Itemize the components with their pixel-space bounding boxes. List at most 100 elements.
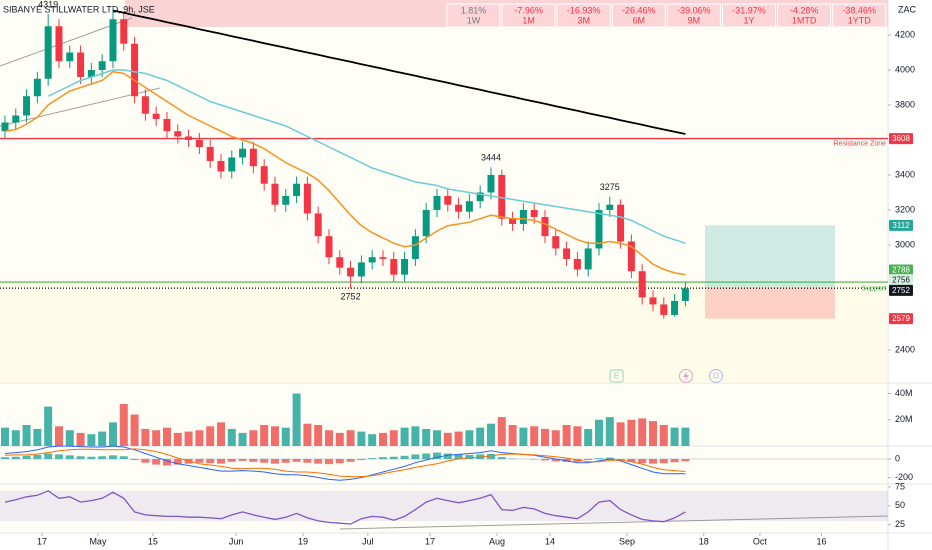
- volume-bar: [616, 422, 625, 446]
- volume-bar: [648, 421, 657, 446]
- performance-change: -26.46%: [622, 5, 656, 15]
- performance-change: -38.46%: [842, 5, 876, 15]
- candle-body: [152, 113, 160, 119]
- moving-average: [4, 70, 686, 276]
- y-tick-label: 3200: [895, 204, 915, 214]
- candle-body: [541, 216, 549, 237]
- candle-body: [573, 258, 581, 270]
- candle-body: [379, 257, 387, 259]
- y-tick-label: 4200: [895, 29, 915, 39]
- macd-histogram-bar: [303, 459, 312, 463]
- price-label-bg: [889, 284, 913, 296]
- candle-body: [638, 271, 646, 298]
- price-label: 2579: [892, 314, 910, 323]
- candle-body: [465, 201, 473, 212]
- volume-bar: [443, 432, 452, 446]
- performance-period: 9M: [688, 15, 701, 25]
- candle-body: [195, 139, 203, 147]
- candle-body: [530, 209, 538, 217]
- candle-body: [44, 26, 52, 79]
- volume-bar: [627, 419, 636, 446]
- x-tick-label: Jul: [362, 536, 374, 546]
- candle-body: [336, 257, 344, 268]
- volume-bar: [605, 417, 614, 446]
- candle-body: [293, 183, 301, 196]
- rsi-trendline: [339, 515, 889, 530]
- macd-histogram-bar: [551, 459, 560, 462]
- volume-bar: [76, 432, 85, 446]
- macd-histogram-bar: [638, 459, 647, 464]
- macd-histogram-bar: [443, 453, 452, 460]
- volume-bar: [497, 417, 506, 446]
- macd-histogram-bar: [76, 456, 85, 460]
- price-label-bg: [889, 274, 913, 286]
- candle-body: [584, 248, 592, 270]
- macd-histogram-bar: [432, 452, 441, 460]
- price-annotation: 4319: [38, 0, 58, 10]
- candle-body: [66, 52, 74, 62]
- macd-histogram-bar: [411, 454, 420, 460]
- macd-histogram-bar: [324, 459, 333, 465]
- macd-histogram-bar: [44, 453, 53, 460]
- candle-body: [357, 262, 365, 277]
- candle-body: [206, 146, 214, 161]
- x-tick-label: Jun: [229, 536, 244, 546]
- price-label: 2752: [892, 286, 910, 295]
- volume-bar: [206, 426, 215, 446]
- volume-bar: [357, 431, 366, 446]
- volume-bar: [476, 427, 485, 446]
- y-tick-label: 2400: [895, 344, 915, 354]
- macd-histogram-bar: [389, 456, 398, 460]
- candle-body: [282, 195, 290, 205]
- performance-change: -39.06%: [677, 5, 711, 15]
- macd-histogram-bar: [152, 459, 161, 465]
- performance-change: -4.28%: [790, 5, 819, 15]
- candle-body: [303, 183, 311, 214]
- price-label: 2788: [892, 266, 910, 275]
- performance-box: [832, 3, 887, 28]
- candle-body: [422, 209, 430, 237]
- candle-body: [444, 195, 452, 205]
- volume-bar: [270, 426, 279, 446]
- resistance-label: Resistance Zone: [833, 140, 886, 147]
- macd-histogram-bar: [54, 454, 63, 460]
- volume-bar: [573, 426, 582, 446]
- macd-line: [4, 445, 686, 481]
- volume-bar: [562, 425, 571, 446]
- performance-box: [556, 3, 611, 28]
- y-tick-label: 4000: [895, 64, 915, 74]
- support-zone: [0, 282, 888, 383]
- candle-body: [23, 96, 31, 116]
- macd-histogram-bar: [540, 459, 549, 461]
- macd-histogram-bar: [422, 453, 431, 460]
- candle-body: [185, 136, 193, 140]
- x-tick-label: 17: [425, 536, 435, 546]
- y-tick-label: 0: [895, 453, 900, 463]
- moving-average: [47, 69, 686, 244]
- macd-histogram-bar: [238, 459, 247, 461]
- macd-histogram-bar: [594, 458, 603, 460]
- candle-body: [455, 204, 463, 212]
- candle-body: [1, 122, 9, 132]
- volume-bar: [584, 428, 593, 446]
- candle-body: [498, 174, 506, 219]
- volume-bar: [238, 432, 247, 446]
- support-label: Support: [861, 285, 886, 292]
- volume-bar: [368, 434, 377, 446]
- macd-histogram-bar: [670, 459, 679, 463]
- volume-bar: [303, 423, 312, 446]
- volume-bar: [389, 430, 398, 446]
- volume-bar: [346, 430, 355, 446]
- macd-histogram-bar: [627, 459, 636, 462]
- performance-period: 1MTD: [792, 15, 817, 25]
- macd-histogram-bar: [33, 454, 42, 460]
- candle-body: [606, 204, 614, 210]
- candle-body: [509, 218, 517, 224]
- volume-bar: [638, 418, 647, 446]
- volume-bar: [152, 430, 161, 446]
- x-tick-label: Aug: [489, 536, 505, 546]
- performance-box: [777, 3, 832, 28]
- performance-box: [446, 3, 501, 28]
- volume-bar: [519, 427, 528, 446]
